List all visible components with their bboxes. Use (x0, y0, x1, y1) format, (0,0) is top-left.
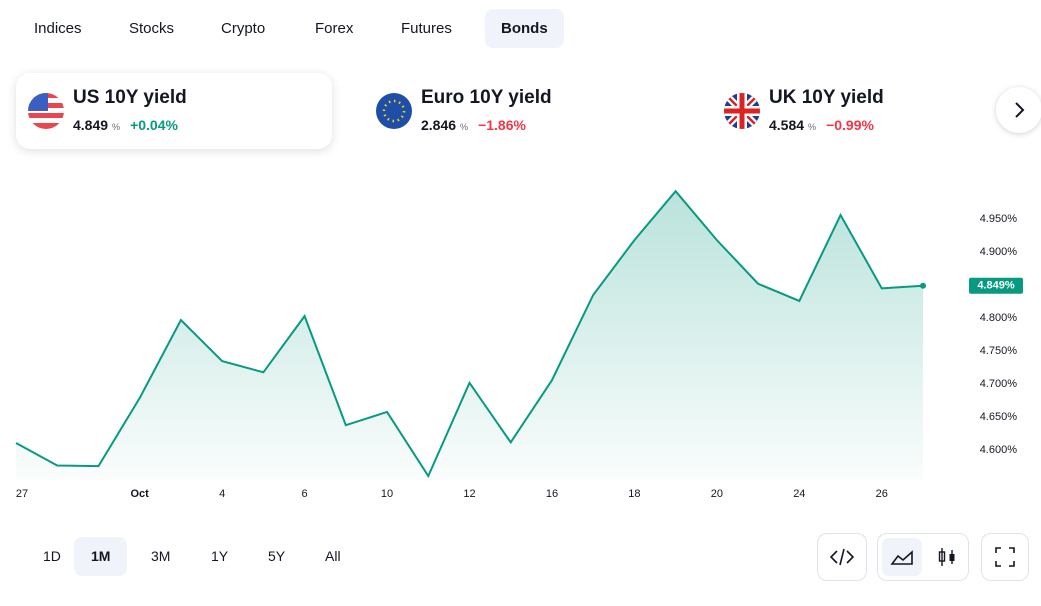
candle-icon[interactable] (928, 538, 966, 576)
card-value-row: 4.849% +0.04% (73, 117, 178, 133)
x-tick-label: 6 (302, 488, 308, 500)
card-unit: % (808, 122, 817, 132)
tab-active[interactable]: Bonds (485, 9, 564, 48)
x-tick-label: Oct (131, 488, 150, 500)
card[interactable]: US 10Y yield 4.849% +0.04% (16, 73, 332, 149)
area-type-button[interactable] (882, 538, 922, 576)
tab[interactable]: Futures (401, 20, 452, 37)
flag-uk (724, 93, 760, 129)
embed-button[interactable] (817, 533, 867, 581)
y-tick-label: 4.650% (980, 411, 1018, 423)
flag-eu (376, 93, 412, 129)
y-tick-label: 4.800% (980, 312, 1018, 324)
x-tick-label: 10 (381, 488, 393, 500)
y-tick-label: 4.600% (980, 444, 1018, 456)
code-icon (829, 548, 855, 566)
last-point (920, 282, 926, 289)
card[interactable]: Euro 10Y yield 2.846% −1.86% (364, 73, 680, 149)
x-tick-label: 26 (876, 488, 888, 500)
fullscreen-icon (995, 547, 1015, 567)
y-tick-label: 4.950% (980, 213, 1018, 225)
y-tick-label: 4.750% (980, 345, 1018, 357)
area-fill (16, 191, 923, 481)
card-name: Euro 10Y yield (421, 87, 552, 108)
y-tick-label: 4.900% (980, 246, 1018, 258)
range-button[interactable]: 1D (43, 548, 61, 564)
flag-us (28, 93, 64, 129)
range-button[interactable]: 3M (151, 548, 171, 564)
last-value-label: 4.849% (977, 280, 1015, 292)
range-button-active[interactable]: 1M (74, 537, 128, 576)
next-button[interactable] (996, 87, 1041, 133)
x-tick-label: 4 (219, 488, 225, 500)
range-button[interactable]: 5Y (268, 548, 286, 564)
tab[interactable]: Crypto (221, 20, 266, 37)
x-tick-label: 12 (463, 488, 475, 500)
x-tick-label: 18 (628, 488, 640, 500)
card-value: 4.584 (769, 117, 805, 133)
tab[interactable]: Indices (34, 20, 82, 37)
card-unit: % (460, 122, 469, 132)
range-button[interactable]: All (325, 548, 341, 564)
x-tick-label: 20 (711, 488, 723, 500)
card-name: UK 10Y yield (769, 87, 884, 108)
last-value-tag (969, 277, 1023, 294)
x-tick-label: 16 (546, 488, 558, 500)
card-name: US 10Y yield (73, 87, 187, 108)
chart: 4.600%4.650%4.700%4.750%4.800%4.850%4.90… (15, 189, 1023, 500)
tab[interactable]: Stocks (129, 20, 175, 37)
area-icon (890, 550, 913, 565)
card[interactable]: UK 10Y yield 4.584% −0.99% (712, 73, 1028, 149)
x-tick-label: 27 (16, 488, 28, 500)
card-value: 2.846 (421, 117, 457, 133)
card-unit: % (112, 122, 121, 132)
fullscreen-button[interactable] (981, 533, 1029, 581)
card-change: −1.86% (478, 117, 526, 133)
card-value-row: 4.584% −0.99% (769, 117, 874, 133)
x-tick-label: 24 (793, 488, 805, 500)
y-tick-label: 4.700% (980, 378, 1018, 390)
line (15, 189, 924, 479)
card-change: −0.99% (826, 117, 874, 133)
chart-type-group (877, 533, 969, 581)
range-button[interactable]: 1Y (211, 548, 229, 564)
tab[interactable]: Forex (315, 20, 354, 37)
card-change: +0.04% (130, 117, 178, 133)
card-value-row: 2.846% −1.86% (421, 117, 526, 133)
chevron-icon (1015, 102, 1025, 118)
card-value: 4.849 (73, 117, 109, 133)
